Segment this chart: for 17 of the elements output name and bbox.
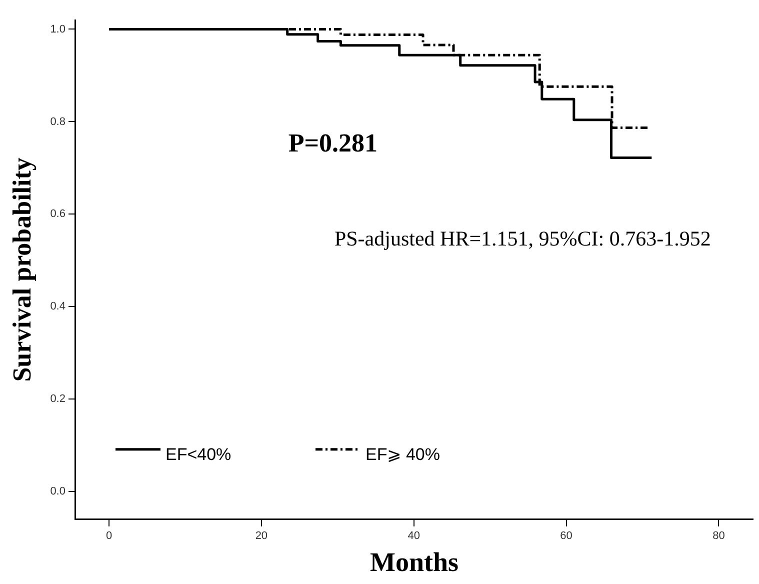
- x-tick-label: 60: [560, 530, 572, 542]
- x-tick-label: 0: [106, 530, 112, 542]
- y-tick-label: 0.4: [50, 300, 66, 313]
- annotation: P=0.281: [288, 128, 378, 158]
- y-tick-label: 1.0: [50, 23, 66, 36]
- x-tick-label: 80: [712, 530, 725, 542]
- y-axis-title: Survival probability: [7, 158, 36, 382]
- y-tick-label: 0.2: [50, 393, 66, 406]
- y-tick-label: 0.0: [50, 486, 66, 498]
- y-tick-label: 0.6: [50, 208, 66, 220]
- x-tick-label: 20: [255, 530, 268, 542]
- y-tick-label: 0.8: [50, 116, 66, 128]
- legend-label: EF⩾ 40%: [365, 445, 440, 464]
- x-axis-title: Months: [370, 546, 459, 577]
- annotation: PS-adjusted HR=1.151, 95%CI: 0.763-1.952: [334, 226, 711, 250]
- x-tick-label: 40: [408, 530, 420, 542]
- legend-label: EF<40%: [165, 445, 232, 464]
